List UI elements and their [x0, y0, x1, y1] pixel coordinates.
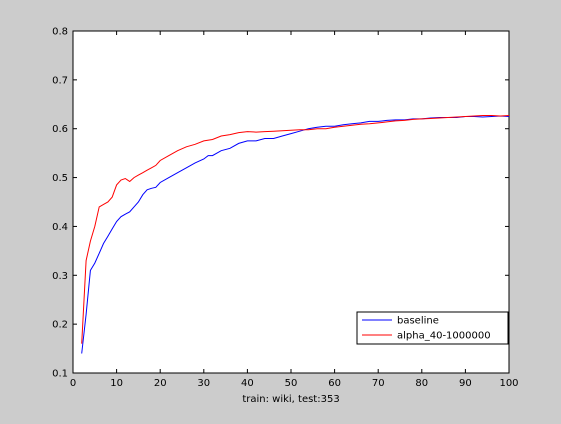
y-tick-label: 0.4 — [52, 222, 68, 233]
x-tick-label: 90 — [459, 378, 472, 389]
x-tick-label: 60 — [328, 378, 341, 389]
y-tick-label: 0.7 — [52, 75, 68, 86]
x-tick-label: 0 — [70, 378, 76, 389]
y-tick-label: 0.1 — [52, 369, 68, 380]
x-tick-label: 70 — [372, 378, 385, 389]
y-tick-label: 0.3 — [52, 271, 68, 282]
x-axis-label: train: wiki, test:353 — [242, 394, 339, 405]
series-line-2 — [81, 115, 510, 344]
legend-label-1: baseline — [397, 316, 439, 327]
x-tick-label: 20 — [154, 378, 167, 389]
ticks-layer: 0 10 20 30 40 50 60 70 80 90 100 0.1 0.2 0.3 0.4 0.5 0.6… — [52, 27, 518, 390]
x-tick-label: 10 — [110, 378, 123, 389]
x-tick-label: 80 — [415, 378, 428, 389]
legend-label-2: alpha_40-1000000 — [397, 331, 491, 342]
x-tick-label: 50 — [285, 378, 298, 389]
y-tick-label: 0.6 — [52, 124, 68, 135]
x-tick-label: 100 — [499, 378, 518, 389]
legend-box — [356, 311, 509, 345]
y-tick-label: 0.2 — [52, 320, 68, 331]
y-tick-label: 0.5 — [52, 173, 68, 184]
x-tick-label: 40 — [241, 378, 254, 389]
x-tick-label: 30 — [197, 378, 210, 389]
y-tick-label: 0.8 — [52, 27, 68, 38]
series-layer — [81, 115, 510, 354]
legend: baseline alpha_40-1000000 — [356, 311, 509, 345]
